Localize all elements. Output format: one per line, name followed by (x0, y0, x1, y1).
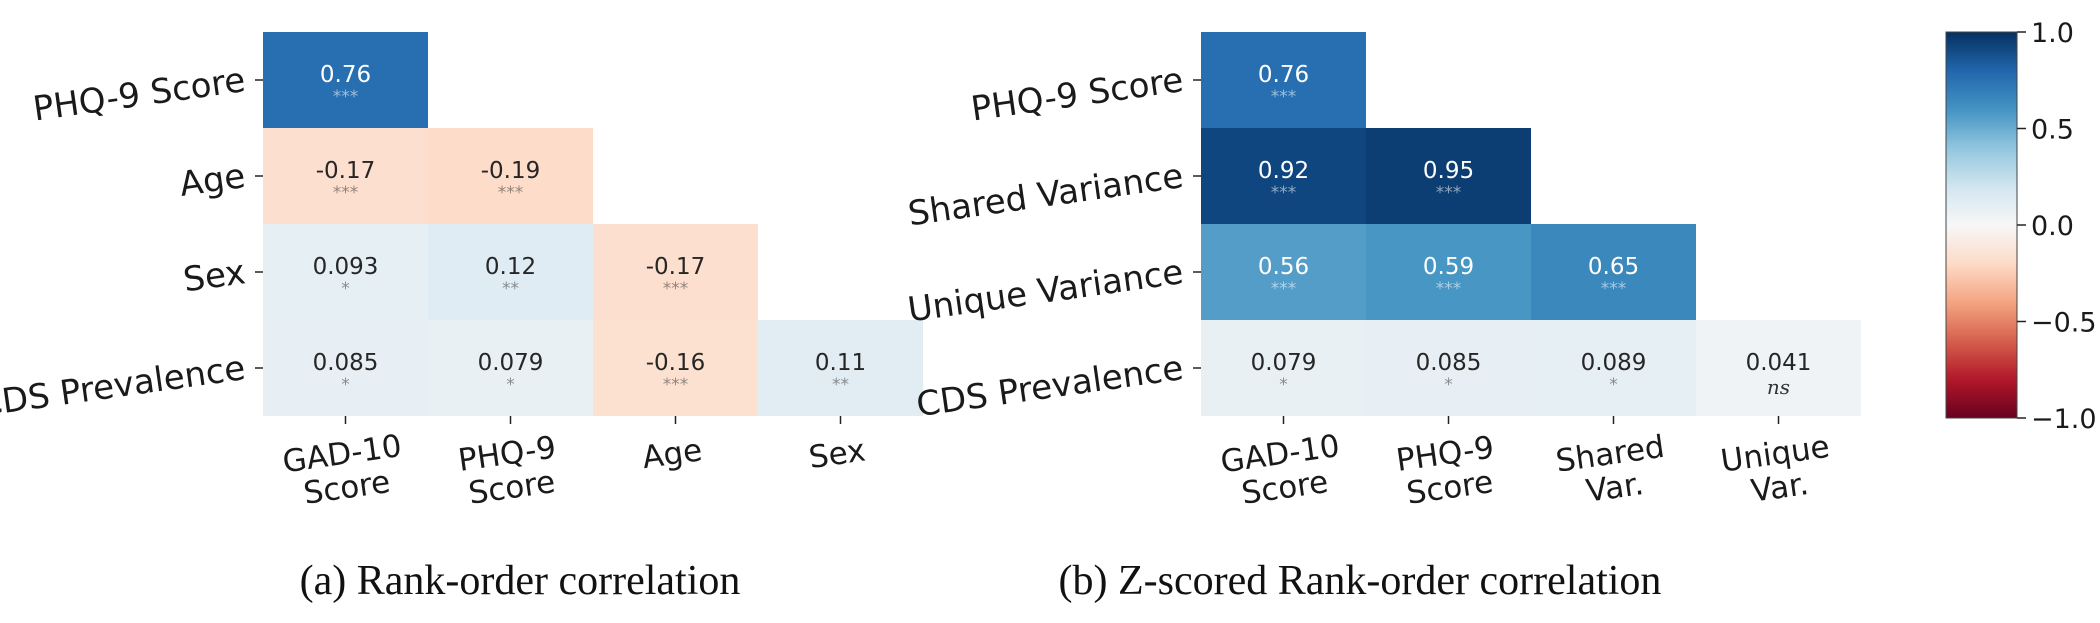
cell-significance: *** (1271, 87, 1297, 107)
cell-significance: *** (1601, 279, 1627, 299)
cell-significance: * (341, 375, 350, 395)
col-label: Sex (807, 432, 868, 476)
cell-value: 0.56 (1258, 254, 1309, 280)
heatmap-cell (1366, 320, 1531, 416)
colorbar-gradient (1945, 31, 2018, 419)
cell-value: 0.085 (1416, 350, 1482, 376)
row-label: Sex (181, 252, 248, 300)
cell-value: -0.17 (646, 254, 706, 280)
col-label: GAD-10Score (280, 428, 408, 514)
col-label: SharedVar. (1554, 429, 1672, 514)
colorbar-tick-label: −1.0 (2031, 404, 2097, 435)
cell-significance: *** (1436, 183, 1462, 203)
cell-significance: *** (663, 279, 689, 299)
col-label: PHQ-9Score (1394, 430, 1501, 513)
row-label: CDS Prevalence (0, 348, 248, 425)
cell-significance: *** (1271, 279, 1297, 299)
heatmap-cell (263, 320, 428, 416)
heatmap-cell (593, 320, 758, 416)
cell-value: 0.59 (1423, 254, 1474, 280)
cell-value: 0.12 (485, 254, 536, 280)
heatmap-cell (1201, 224, 1366, 320)
cell-value: 0.11 (815, 350, 866, 376)
cell-significance: *** (663, 375, 689, 395)
heatmap-cell (758, 320, 923, 416)
heatmap-cell (1201, 32, 1366, 128)
heatmap-cell (1201, 320, 1366, 416)
heatmap-cell (263, 128, 428, 224)
heatmap-cell (1366, 128, 1531, 224)
heatmap-cell (263, 32, 428, 128)
col-label: Age (640, 432, 704, 476)
cell-significance: * (1609, 375, 1618, 395)
colorbar-tick-label: 0.0 (2031, 211, 2074, 242)
heatmap-cell (428, 128, 593, 224)
heatmap-cell (1531, 320, 1696, 416)
cell-significance: * (506, 375, 515, 395)
cell-value: 0.093 (313, 254, 379, 280)
heatmap-cell (1201, 128, 1366, 224)
cell-value: 0.76 (320, 62, 371, 88)
col-label: PHQ-9Score (456, 430, 563, 513)
cell-significance: * (1279, 375, 1288, 395)
heatmap-cell (1531, 224, 1696, 320)
row-label: CDS Prevalence (914, 348, 1186, 425)
cell-value: 0.76 (1258, 62, 1309, 88)
cell-value: 0.65 (1588, 254, 1639, 280)
cell-significance: *** (1436, 279, 1462, 299)
colorbar: 1.0 0.5 0.0 −0.5 −1.0 (1945, 18, 2097, 435)
row-label: Shared Variance (906, 156, 1186, 234)
heatmap-cell (428, 224, 593, 320)
cell-value: -0.19 (481, 158, 541, 184)
cell-value: 0.041 (1746, 350, 1812, 376)
row-label: PHQ-9 Score (31, 60, 248, 129)
heatmap-b: 0.76***0.92***0.95***0.56***0.59***0.65*… (905, 32, 1861, 514)
cell-value: -0.17 (316, 158, 376, 184)
cell-value: 0.089 (1581, 350, 1647, 376)
cell-significance: * (1444, 375, 1453, 395)
heatmap-a: 0.76***-0.17***-0.19***0.093*0.12**-0.17… (0, 32, 923, 514)
cell-significance: *** (498, 183, 524, 203)
heatmap-cell (1366, 224, 1531, 320)
caption-a: (a) Rank-order correlation (300, 558, 741, 604)
cell-value: 0.085 (313, 350, 379, 376)
col-label: UniqueVar. (1719, 429, 1837, 514)
colorbar-tick-label: −0.5 (2031, 308, 2097, 339)
heatmap-cell (593, 224, 758, 320)
cell-significance: ns (1767, 375, 1790, 399)
cell-value: 0.92 (1258, 158, 1309, 184)
col-label: GAD-10Score (1218, 428, 1346, 514)
row-label: Unique Variance (905, 252, 1185, 330)
cell-significance: *** (1271, 183, 1297, 203)
row-label: PHQ-9 Score (969, 60, 1186, 129)
row-label: Age (177, 156, 248, 205)
heatmap-cell (428, 320, 593, 416)
cell-value: 0.079 (1251, 350, 1317, 376)
colorbar-tick-label: 1.0 (2031, 18, 2074, 49)
cell-significance: *** (333, 183, 359, 203)
colorbar-tick-label: 0.5 (2031, 115, 2074, 146)
cell-value: 0.95 (1423, 158, 1474, 184)
cell-significance: * (341, 279, 350, 299)
cell-significance: *** (333, 87, 359, 107)
cell-significance: ** (832, 375, 849, 395)
caption-b: (b) Z-scored Rank-order correlation (1059, 558, 1662, 604)
cell-value: -0.16 (646, 350, 706, 376)
cell-value: 0.079 (478, 350, 544, 376)
heatmap-cell (263, 224, 428, 320)
heatmap-cell (1696, 320, 1861, 416)
cell-significance: ** (502, 279, 519, 299)
